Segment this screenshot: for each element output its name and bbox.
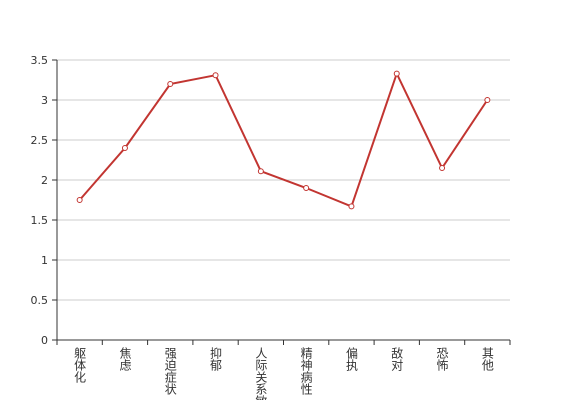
point <box>76 197 83 203</box>
y-tick-label: 3 <box>41 94 48 107</box>
x-tick-label: 敌对 <box>390 346 404 371</box>
point <box>348 203 355 210</box>
x-tick-label: 恐怖 <box>435 347 449 371</box>
y-tick-label: 2.5 <box>31 134 49 147</box>
point <box>167 81 174 87</box>
x-tick-label: 人际关系敏感 <box>254 347 268 400</box>
y-tick-label: 0.5 <box>31 294 49 307</box>
point <box>393 70 400 77</box>
y-tick-label: 2 <box>41 174 48 187</box>
point <box>303 185 310 191</box>
point <box>484 97 491 103</box>
y-tick-label: 0 <box>41 334 48 347</box>
y-tick-label: 3.5 <box>31 54 49 67</box>
y-tick-label: 1.5 <box>31 214 49 227</box>
point <box>439 165 446 171</box>
x-tick-label: 焦虑 <box>118 347 132 371</box>
point <box>257 168 264 175</box>
x-tick-label: 偏执 <box>344 346 358 372</box>
x-tick-label: 其他 <box>480 347 494 371</box>
x-tick-label: 强迫症状 <box>163 347 177 395</box>
line <box>78 70 489 208</box>
x-tick-label: 躯体化 <box>73 346 87 384</box>
point <box>121 145 128 151</box>
x-tick-label: 抑郁 <box>209 346 223 372</box>
x-tick-label: 精神病性 <box>299 347 313 396</box>
y-tick-label: 1 <box>41 254 48 267</box>
point <box>212 72 219 79</box>
